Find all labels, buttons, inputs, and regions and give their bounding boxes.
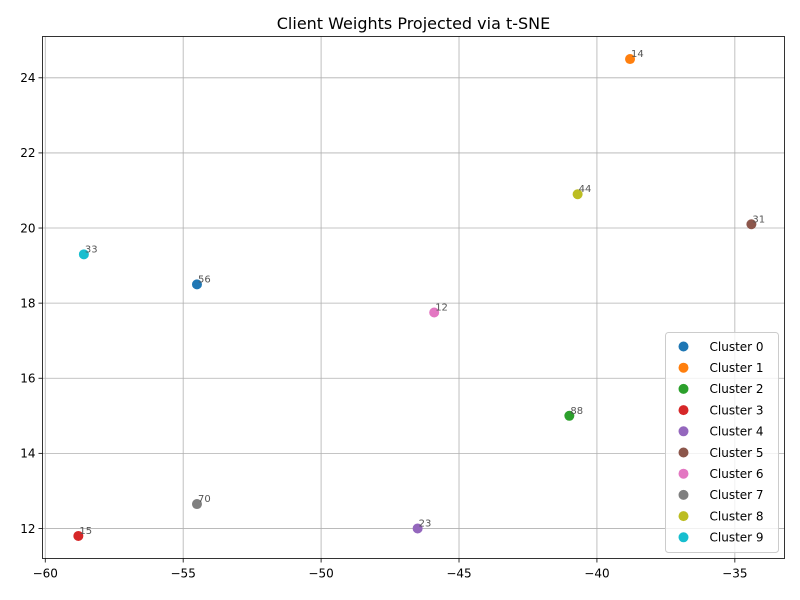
legend-marker	[678, 362, 689, 373]
data-point	[746, 219, 757, 230]
data-point	[412, 523, 423, 534]
point-label: 23	[419, 518, 432, 529]
chart-title: Client Weights Projected via t-SNE	[277, 14, 550, 33]
legend-marker	[678, 341, 689, 352]
legend-label: Cluster 6	[710, 467, 764, 481]
x-tick-label: −35	[722, 567, 747, 581]
legend-marker	[678, 532, 689, 543]
point-label: 14	[631, 49, 644, 60]
x-tick-label: −55	[171, 567, 196, 581]
legend-box	[665, 332, 779, 553]
legend-marker	[678, 468, 689, 479]
legend-label: Cluster 7	[710, 488, 764, 502]
x-tick-label: −40	[584, 567, 609, 581]
y-tick-label: 12	[20, 522, 35, 536]
legend-label: Cluster 3	[710, 403, 764, 417]
data-point	[191, 499, 202, 510]
y-tick-label: 14	[20, 447, 35, 461]
data-point	[564, 410, 575, 421]
legend-label: Cluster 1	[710, 361, 764, 375]
legend-label: Cluster 0	[710, 340, 764, 354]
x-tick-label: −60	[33, 567, 58, 581]
legend: Cluster 0 Cluster 1 Cluster 2 Cluster 3 Clus…	[665, 332, 779, 553]
legend-marker	[678, 489, 689, 500]
legend-marker	[678, 447, 689, 458]
data-point	[73, 530, 84, 541]
plot-frame	[42, 36, 785, 559]
tick-layer: −60 −55 −50 −45 −40 −35 12 14 16 18 20 22 24	[20, 71, 747, 580]
data-point	[191, 279, 202, 290]
data-point	[429, 307, 440, 318]
point-label: 31	[752, 214, 765, 225]
point-label: 44	[579, 184, 592, 195]
point-layer: 56 14 88 15 23 31 12 70 44 33	[73, 49, 765, 541]
legend-label: Cluster 4	[710, 425, 764, 439]
x-tick-label: −50	[308, 567, 333, 581]
legend-label: Cluster 9	[710, 531, 764, 545]
point-label: 33	[85, 244, 98, 255]
point-label: 56	[198, 274, 211, 285]
legend-label: Cluster 5	[710, 446, 764, 460]
point-label: 15	[79, 526, 92, 537]
grid-layer	[42, 36, 785, 559]
point-label: 12	[435, 303, 448, 314]
y-tick-label: 16	[20, 372, 35, 386]
data-point	[78, 249, 89, 260]
y-tick-label: 24	[20, 71, 35, 85]
legend-marker	[678, 426, 689, 437]
x-tick-label: −45	[446, 567, 471, 581]
legend-marker	[678, 511, 689, 522]
legend-label: Cluster 8	[710, 509, 764, 523]
legend-marker	[678, 405, 689, 416]
point-label: 70	[198, 494, 211, 505]
y-tick-label: 18	[20, 296, 35, 310]
y-tick-label: 22	[20, 146, 35, 160]
data-point	[572, 189, 583, 200]
y-tick-label: 20	[20, 221, 35, 235]
legend-label: Cluster 2	[710, 382, 764, 396]
legend-marker	[678, 383, 689, 394]
data-point	[625, 54, 636, 65]
point-label: 88	[570, 406, 583, 417]
